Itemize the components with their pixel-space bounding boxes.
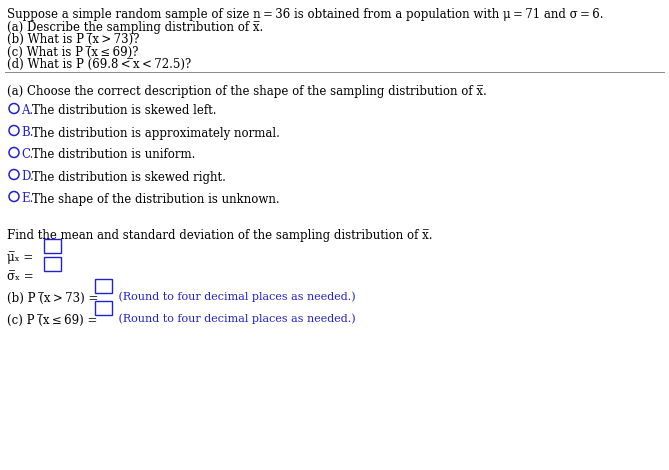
Text: σ̅ₓ =: σ̅ₓ = xyxy=(7,269,37,282)
Text: (a) Describe the sampling distribution of x̅.: (a) Describe the sampling distribution o… xyxy=(7,21,263,33)
Text: (c) What is P (̅x ≤ 69)?: (c) What is P (̅x ≤ 69)? xyxy=(7,46,138,58)
Text: The distribution is approximately normal.: The distribution is approximately normal… xyxy=(32,126,280,140)
Text: (Round to four decimal places as needed.): (Round to four decimal places as needed.… xyxy=(115,313,356,324)
Text: A.: A. xyxy=(21,104,33,118)
Bar xyxy=(95,279,112,292)
Text: (b) P (̅x > 73) =: (b) P (̅x > 73) = xyxy=(7,291,98,305)
Text: (c) P (̅x ≤ 69) =: (c) P (̅x ≤ 69) = xyxy=(7,313,98,327)
Text: The distribution is uniform.: The distribution is uniform. xyxy=(32,149,195,162)
Text: D.: D. xyxy=(21,171,33,183)
Bar xyxy=(95,300,112,314)
Text: (a) Choose the correct description of the shape of the sampling distribution of : (a) Choose the correct description of th… xyxy=(7,85,487,97)
Text: Find the mean and standard deviation of the sampling distribution of x̅.: Find the mean and standard deviation of … xyxy=(7,229,432,243)
Text: The shape of the distribution is unknown.: The shape of the distribution is unknown… xyxy=(32,193,280,205)
Text: C.: C. xyxy=(21,149,33,162)
Text: B.: B. xyxy=(21,126,33,140)
Bar xyxy=(44,238,61,252)
Text: μ̅ₓ =: μ̅ₓ = xyxy=(7,251,37,265)
Text: (d) What is P (69.8 < ̅x < 72.5)?: (d) What is P (69.8 < ̅x < 72.5)? xyxy=(7,58,191,71)
Text: Suppose a simple random sample of size n = 36 is obtained from a population with: Suppose a simple random sample of size n… xyxy=(7,8,603,21)
Text: The distribution is skewed right.: The distribution is skewed right. xyxy=(32,171,226,183)
Text: E.: E. xyxy=(21,193,33,205)
Text: (b) What is P (̅x > 73)?: (b) What is P (̅x > 73)? xyxy=(7,33,140,46)
Text: The distribution is skewed left.: The distribution is skewed left. xyxy=(32,104,217,118)
Text: (Round to four decimal places as needed.): (Round to four decimal places as needed.… xyxy=(115,291,356,302)
Bar xyxy=(44,257,61,271)
